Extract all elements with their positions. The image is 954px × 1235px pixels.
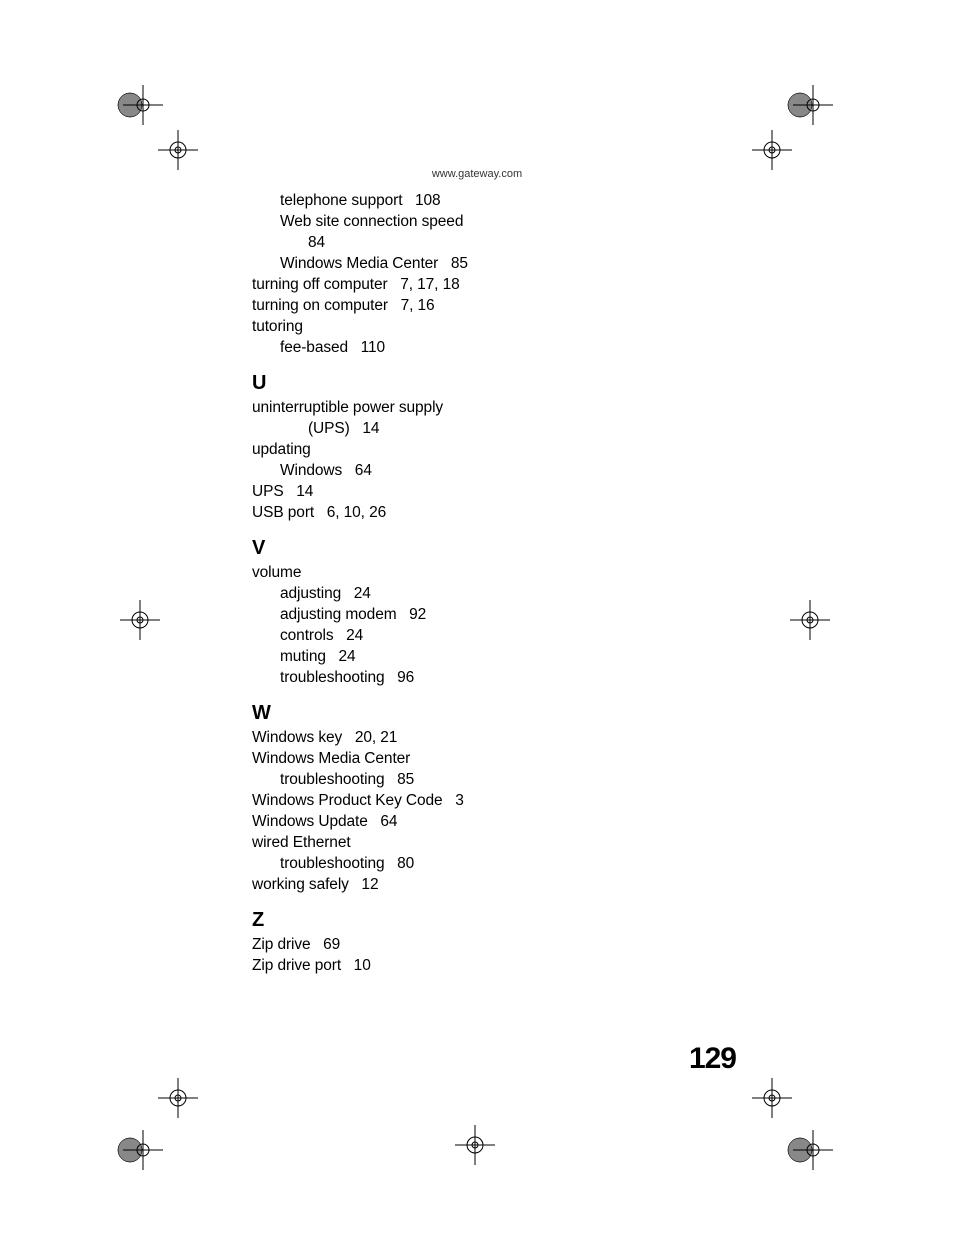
index-entry: controls 24: [280, 625, 752, 646]
index-entry: troubleshooting 80: [280, 853, 752, 874]
index-entry: Windows 64: [280, 460, 752, 481]
index-entry: 84: [308, 232, 752, 253]
index-entry: Windows Product Key Code 3: [252, 790, 752, 811]
registration-mark-icon: [747, 1073, 797, 1123]
index-entry: adjusting 24: [280, 583, 752, 604]
index-entry: UPS 14: [252, 481, 752, 502]
registration-mark-icon: [785, 1120, 845, 1180]
section-letter-w: W: [252, 702, 752, 725]
registration-mark-icon: [747, 125, 797, 175]
registration-mark-icon: [450, 1120, 500, 1170]
index-entry: working safely 12: [252, 874, 752, 895]
index-entry: adjusting modem 92: [280, 604, 752, 625]
index-entry: uninterruptible power supply: [252, 397, 752, 418]
registration-mark-icon: [153, 1073, 203, 1123]
index-entry: Windows Update 64: [252, 811, 752, 832]
index-entry: USB port 6, 10, 26: [252, 502, 752, 523]
index-entry: updating: [252, 439, 752, 460]
index-content: telephone support 108Web site connection…: [252, 190, 752, 976]
registration-mark-icon: [153, 125, 203, 175]
index-entry: fee-based 110: [280, 337, 752, 358]
index-entry: turning on computer 7, 16: [252, 295, 752, 316]
page-number: 129: [689, 1042, 736, 1076]
section-letter-v: V: [252, 537, 752, 560]
index-entry: Windows Media Center 85: [280, 253, 752, 274]
index-entry: troubleshooting 85: [280, 769, 752, 790]
index-entry: Web site connection speed: [280, 211, 752, 232]
index-entry: turning off computer 7, 17, 18: [252, 274, 752, 295]
index-entry: Zip drive 69: [252, 934, 752, 955]
index-entry: (UPS) 14: [308, 418, 752, 439]
index-entry: Windows Media Center: [252, 748, 752, 769]
index-entry: troubleshooting 96: [280, 667, 752, 688]
index-entry: tutoring: [252, 316, 752, 337]
section-letter-z: Z: [252, 909, 752, 932]
registration-mark-icon: [115, 595, 165, 645]
index-entry: muting 24: [280, 646, 752, 667]
registration-mark-icon: [115, 1120, 175, 1180]
index-entry: volume: [252, 562, 752, 583]
index-entry: telephone support 108: [280, 190, 752, 211]
header-url: www.gateway.com: [0, 168, 954, 180]
registration-mark-icon: [785, 595, 835, 645]
index-entry: wired Ethernet: [252, 832, 752, 853]
index-entry: Zip drive port 10: [252, 955, 752, 976]
index-entry: Windows key 20, 21: [252, 727, 752, 748]
section-letter-u: U: [252, 372, 752, 395]
